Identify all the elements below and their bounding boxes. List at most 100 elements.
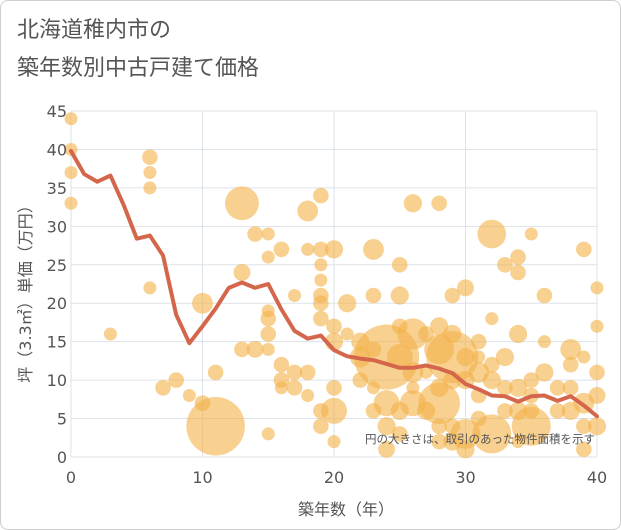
bubble-point-52 (321, 397, 347, 424)
bubble-point-129 (549, 403, 566, 419)
bubble-point-135 (577, 350, 591, 364)
bubble-point-82 (431, 195, 448, 212)
bubble-point-20 (246, 340, 264, 358)
bubble-point-10 (168, 372, 184, 388)
bubble-point-24 (260, 310, 277, 327)
bubble-point-138 (576, 441, 592, 458)
bubble-point-0 (64, 112, 78, 126)
bubble-point-139 (590, 281, 604, 295)
bubble-point-14 (207, 364, 224, 381)
bubble-point-88 (431, 433, 448, 450)
bubble-point-59 (363, 239, 384, 260)
x-tick-label-0: 0 (66, 468, 76, 487)
bubble-point-109 (472, 414, 512, 454)
bubble-point-74 (403, 194, 422, 213)
chart-title-line1: 北海道稚内市の (17, 18, 172, 43)
bubble-point-29 (273, 356, 290, 373)
bubble-point-7 (143, 181, 157, 195)
bubble-point-18 (234, 341, 250, 358)
bubble-point-137 (576, 418, 592, 435)
bubble-size-note: 円の大きさは、取引のあった物件面積を示す (365, 432, 595, 446)
y-tick-label-8: 40 (47, 140, 67, 159)
bubble-point-124 (511, 406, 551, 446)
bubble-point-114 (510, 249, 526, 265)
bubble-point-51 (326, 380, 342, 396)
bubble-point-42 (314, 273, 328, 287)
bubble-point-26 (261, 342, 275, 356)
average-price-line (69, 148, 599, 419)
bubble-point-49 (326, 318, 342, 335)
bubble-point-69 (390, 286, 409, 305)
y-tick-label-2: 10 (47, 371, 67, 390)
bubble-point-37 (299, 364, 316, 381)
bubble-point-11 (182, 388, 196, 402)
y-tick-label-6: 30 (47, 217, 67, 236)
bubble-point-106 (485, 312, 499, 326)
y-tick-label-3: 15 (47, 333, 67, 352)
bubble-point-73 (391, 426, 408, 442)
x-tick-label-1: 10 (192, 468, 212, 487)
y-tick-label-5: 25 (47, 256, 67, 275)
bubble-point-80 (419, 365, 433, 379)
bubble-point-6 (143, 166, 157, 180)
bubble-point-116 (508, 324, 528, 344)
bubble-point-111 (495, 347, 515, 367)
y-tick-label-0: 0 (57, 448, 67, 467)
bubble-point-68 (391, 256, 408, 273)
bubble-point-28 (273, 241, 290, 258)
bubble-point-48 (324, 240, 344, 259)
bubble-point-100 (470, 333, 487, 350)
y-tick-label-7: 35 (47, 179, 67, 198)
x-tick-label-4: 40 (587, 468, 607, 487)
bubble-point-83 (430, 317, 449, 336)
y-tick-labels: 0 5 10 15 20 25 30 35 40 45 (47, 102, 67, 467)
x-tick-label-2: 20 (324, 468, 344, 487)
bubble-point-36 (301, 242, 315, 256)
bubble-point-121 (523, 372, 540, 388)
bubble-point-60 (365, 287, 382, 304)
bubble-point-98 (450, 418, 481, 449)
bubble-point-105 (477, 219, 507, 249)
y-tick-label-4: 20 (47, 294, 67, 313)
y-tick-label-9: 45 (47, 102, 67, 121)
x-tick-labels: 0 10 20 30 40 (66, 468, 607, 487)
bubble-point-16 (225, 186, 259, 221)
bubble-point-117 (508, 378, 528, 397)
bubble-point-96 (456, 347, 475, 367)
bubble-point-25 (260, 326, 277, 342)
y-tick-label-1: 5 (57, 410, 67, 429)
bubble-point-4 (103, 327, 117, 341)
bubble-point-40 (313, 241, 329, 258)
bubble-point-41 (314, 258, 328, 272)
bubble-point-34 (286, 380, 303, 396)
bubble-point-134 (576, 241, 592, 258)
bubble-point-120 (524, 227, 538, 241)
bubble-series (64, 112, 607, 459)
bubble-point-53 (327, 435, 341, 449)
bubble-point-132 (562, 380, 579, 396)
bubble-point-44 (313, 295, 329, 312)
bubble-point-107 (484, 356, 500, 373)
chart-title-line2: 築年数別中古戸建て価格 (17, 56, 260, 81)
bubble-point-89 (444, 287, 461, 304)
bubble-point-22 (261, 250, 275, 264)
bubble-point-115 (510, 264, 526, 281)
bubble-point-33 (286, 364, 303, 381)
bubble-point-31 (274, 381, 288, 395)
bubble-point-17 (233, 264, 251, 281)
bubble-point-86 (418, 382, 461, 424)
bubble-point-55 (340, 327, 354, 341)
bubble-point-87 (431, 418, 448, 435)
bubble-point-113 (497, 403, 513, 419)
bubble-point-45 (313, 310, 329, 327)
bubble-point-2 (64, 166, 78, 180)
bubble-point-99 (456, 440, 475, 459)
bubble-point-27 (261, 427, 275, 441)
bubble-point-9 (155, 380, 171, 396)
bubble-point-38 (301, 388, 315, 402)
bubble-point-75 (397, 318, 429, 350)
bubble-point-125 (536, 287, 553, 304)
bubble-point-140 (590, 319, 604, 333)
